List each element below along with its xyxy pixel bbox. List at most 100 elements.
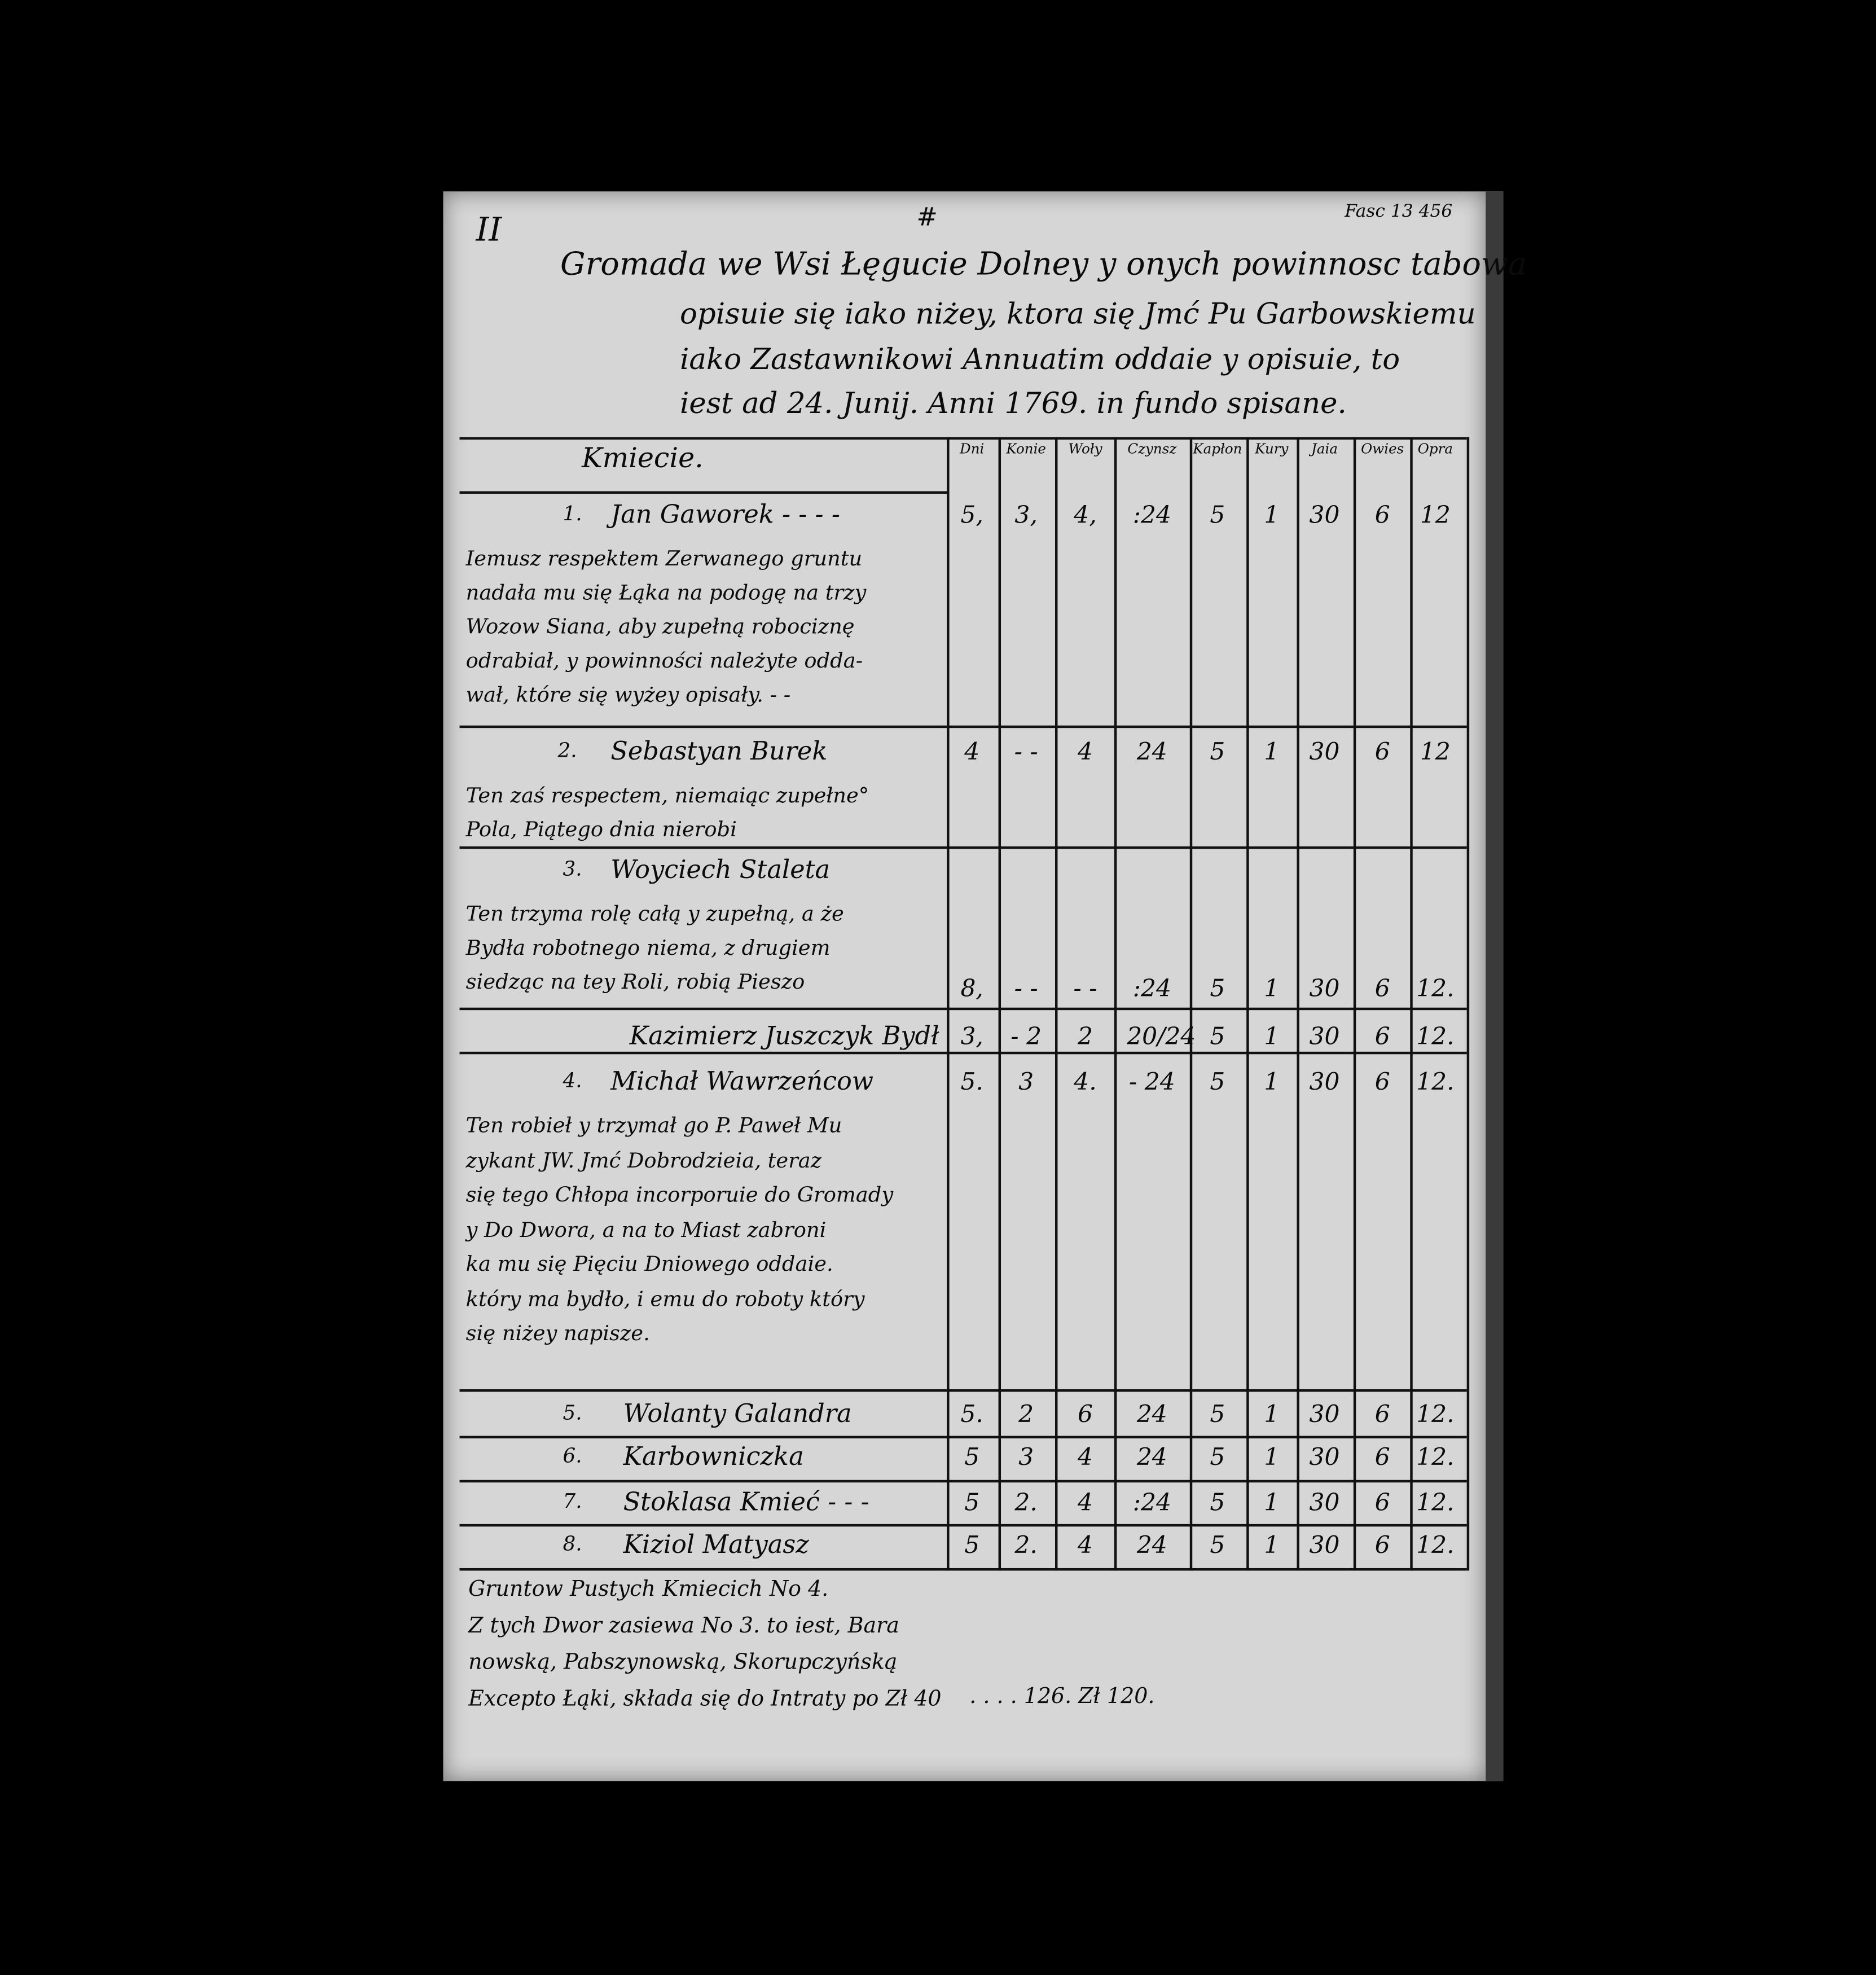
cell-value: 30 [1309,501,1340,529]
hash-mark: # [916,201,938,232]
archive-reference: Fasc 13 456 [1345,201,1453,222]
cell-value: 12. [1416,1443,1455,1472]
cell-value: - - [1073,975,1097,1003]
row-name: Kiziol Matyasz [623,1529,809,1560]
footer-line: nowską, Pabszynowską, Skorupczyńską [468,1650,898,1675]
footer-line: Z tych Dwor zasiewa No 3. to iest, Bara [468,1613,899,1639]
cell-value: 4 [1078,1443,1093,1472]
cell-value: - 24 [1128,1068,1175,1096]
cell-value: 1 [1264,975,1280,1003]
cell-value: 5 [1210,1489,1225,1517]
row-note-line: wał, które się wyżey opisały. - - [465,682,791,707]
row-note-line: Iemusz respektem Zerwanego gruntu [465,546,863,571]
cell-value: 5 [1210,501,1225,529]
row-rule [459,437,1467,440]
cell-value: 6 [1374,501,1390,529]
row-note-line: nadała mu się Łąka na podogę na trzy [465,580,867,605]
row-rule [459,1436,1467,1439]
cell-value: 5 [1210,1401,1225,1429]
cell-value: 4 [1078,1489,1093,1517]
row-number: 1. [563,501,582,525]
column-rule [1189,437,1193,1571]
row-rule [459,725,1467,728]
cell-value: 5 [1210,738,1225,766]
cell-value: 5 [964,1489,980,1517]
row-note-line: Ten robieł y trzymał go P. Paweł Mu [465,1113,842,1138]
row-name: Kazimierz Juszczyk Bydł [629,1020,939,1051]
cell-value: 30 [1309,1489,1340,1517]
footer-line: Gruntow Pustych Kmiecich No 4. [468,1577,829,1603]
cell-value: 30 [1309,1443,1340,1472]
row-number: 2. [557,738,577,762]
row-name: Woyciech Staleta [610,854,831,884]
cell-value: 4 [1078,1531,1093,1560]
margin-mark: II [476,211,502,249]
row-rule [459,1568,1467,1571]
footer-line: Excepto Łąki, składa się do Intraty po Z… [468,1686,942,1712]
row-name: Karbowniczka [623,1441,804,1472]
column-header-7: Owies [1361,441,1404,458]
cell-value: - 2 [1011,1022,1042,1051]
cell-value: 24 [1136,738,1167,766]
title-line: opisuie się iako niżey, ktora się Jmć Pu… [680,299,1476,332]
column-rule [1466,437,1470,1571]
cell-value: 12. [1416,1068,1455,1096]
cell-value: 24 [1136,1443,1167,1472]
column-rule [1114,437,1117,1571]
cell-value: 4 [964,738,980,766]
cell-value: 3 [1018,1068,1034,1096]
column-rule [998,437,1001,1571]
row-note-line: Pola, Piątego dnia nierobi [465,817,737,842]
row-rule [459,1480,1467,1483]
cell-value: 1 [1264,501,1280,529]
cell-value: 6 [1374,1531,1390,1560]
row-rule [459,491,947,494]
title-line: iako Zastawnikowi Annuatim oddaie y opis… [680,344,1400,377]
cell-value: 5 [964,1443,980,1472]
row-note-line: się niżey napisze. [465,1321,650,1345]
column-header-3: Czynsz [1127,441,1177,458]
row-rule [459,1051,1467,1055]
column-header-1: Konie [1006,441,1046,458]
row-number: 4. [563,1068,582,1092]
row-name: Sebastyan Burek [610,735,828,766]
cell-value: 5 [964,1531,980,1560]
column-header-2: Woły [1068,441,1102,458]
column-header-6: Jaia [1311,441,1338,458]
row-note-line: siedząc na tey Roli, robią Pieszo [465,969,805,994]
title-line: iest ad 24. Junij. Anni 1769. in fundo s… [680,388,1347,421]
cell-value: 30 [1309,1401,1340,1429]
cell-value: 1 [1264,1401,1280,1429]
cell-value: 5, [960,501,983,529]
row-number: 6. [563,1443,582,1468]
row-name: Wolanty Galandra [623,1398,852,1429]
cell-value: 6 [1374,975,1390,1003]
row-note-line: Ten trzyma rolę całą y zupełną, a że [465,902,844,926]
row-note-line: zykant JW. Jmć Dobrodzieia, teraz [465,1148,822,1172]
cell-value: 8, [960,975,983,1003]
row-number: 3. [563,856,582,881]
row-name: Jan Gaworek - - - - [610,498,840,529]
cell-value: 12. [1416,1531,1455,1560]
cell-value: 6 [1374,1489,1390,1517]
cell-value: 5 [1210,1068,1225,1096]
column-rule [1353,437,1356,1571]
row-note-line: który ma bydło, i emu do roboty który [465,1287,865,1311]
column-header-0: Dni [960,441,985,458]
cell-value: 30 [1309,1068,1340,1096]
cell-value: 5. [960,1068,983,1096]
row-name: Stoklasa Kmieć - - - [623,1486,869,1517]
column-header-4: Kapłon [1193,441,1242,458]
cell-value: 2 [1078,1022,1093,1051]
cell-value: 2 [1018,1401,1034,1429]
cell-value: 1 [1264,1443,1280,1472]
cell-value: 6 [1374,1022,1390,1051]
row-note-line: Ten zaś respectem, niemaiąc zupełne° [465,783,869,807]
column-rule [1297,437,1299,1571]
cell-value: 20/24 [1127,1022,1196,1051]
row-note-line: y Do Dwora, a na to Miast zabroni [465,1217,827,1241]
column-rule [1410,437,1413,1571]
cell-value: 12. [1416,1489,1455,1517]
cell-value: 12. [1416,975,1455,1003]
